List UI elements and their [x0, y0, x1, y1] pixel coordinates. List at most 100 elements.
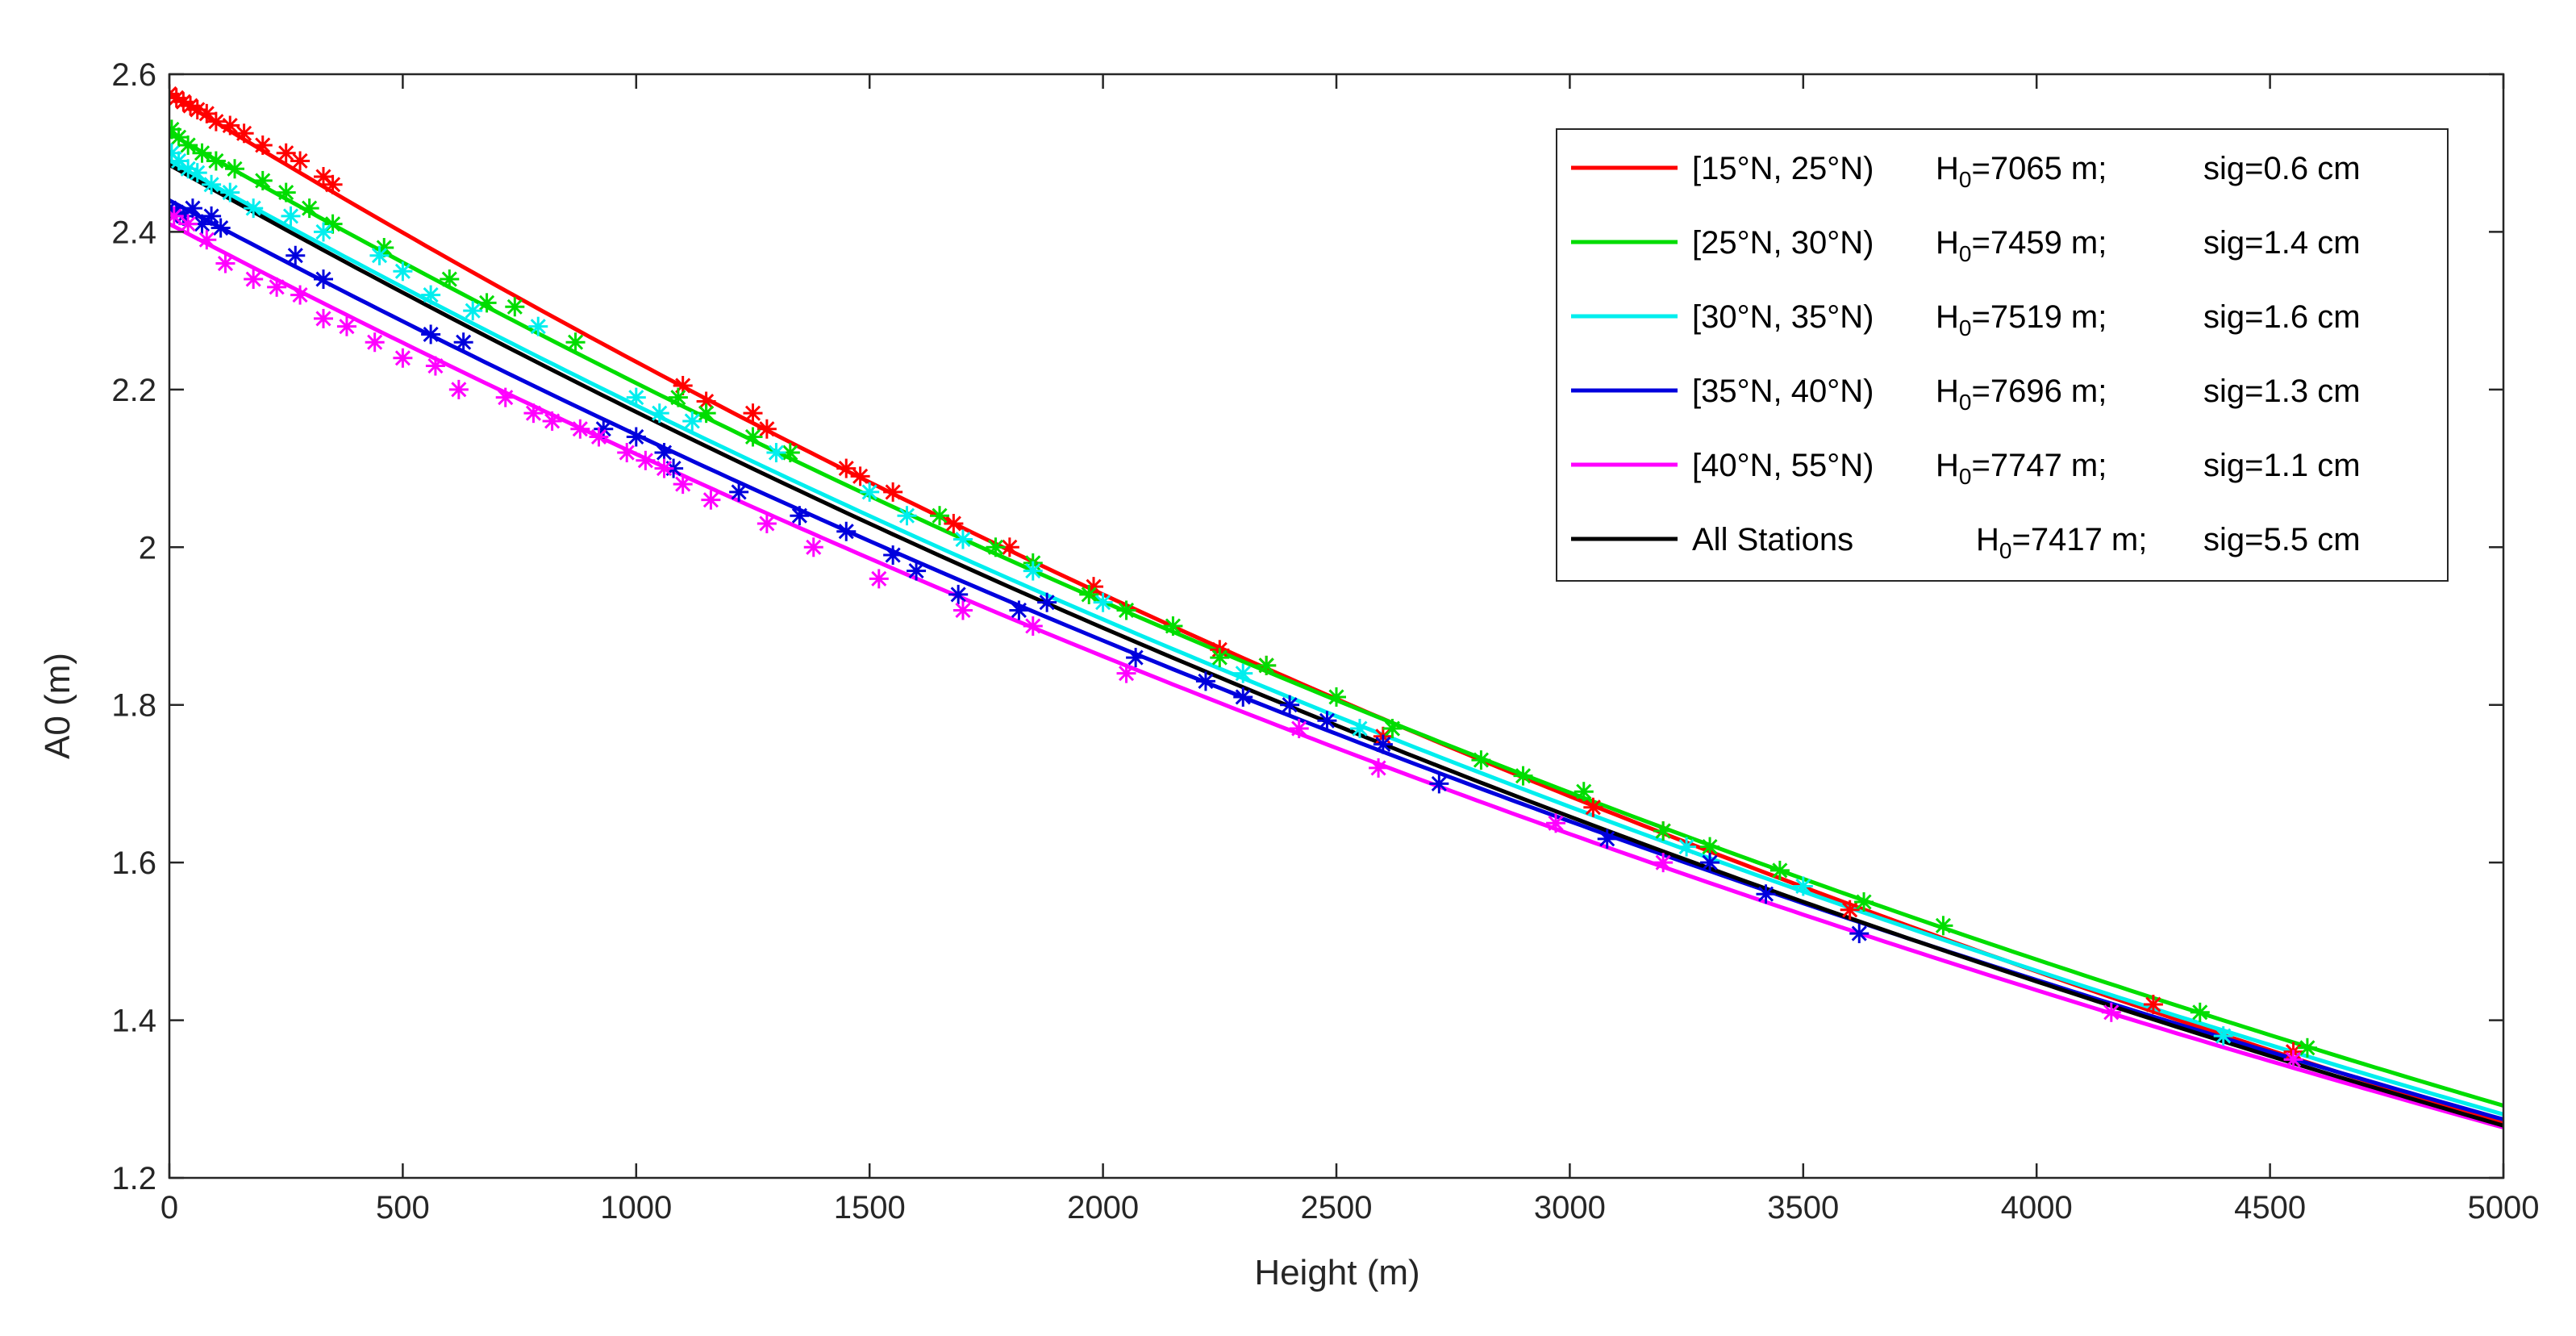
legend: [15°N, 25°N) H0=7065 m; sig=0.6 cm[25°N, 3… — [1556, 128, 2449, 582]
data-point-series-3 — [948, 584, 969, 604]
legend-h0-subscript: 0 — [1959, 241, 1972, 266]
marker-stroke — [567, 334, 584, 350]
marker-stroke — [759, 516, 775, 532]
x-tick-label: 2000 — [1067, 1190, 1139, 1225]
data-point-series-3 — [1317, 711, 1337, 731]
marker-stroke — [1025, 618, 1041, 634]
data-point-series-3 — [790, 506, 810, 526]
y-tick-label: 2.2 — [111, 373, 156, 408]
legend-sig-4: sig=1.1 cm — [2203, 448, 2361, 483]
data-point-series-2 — [220, 182, 240, 202]
marker-stroke — [955, 602, 971, 619]
marker-stroke — [1118, 602, 1135, 619]
marker-stroke — [2192, 1004, 2208, 1021]
marker-stroke — [1011, 602, 1027, 619]
data-point-series-4 — [336, 316, 356, 336]
marker-stroke — [302, 200, 318, 216]
series-line-5 — [169, 163, 2503, 1128]
marker-stroke — [451, 382, 467, 398]
marker-stroke — [1025, 563, 1041, 579]
data-point-series-0 — [696, 391, 716, 411]
marker-stroke — [652, 405, 668, 421]
marker-stroke — [1935, 917, 1952, 933]
marker-stroke — [861, 484, 877, 500]
data-point-series-1 — [696, 403, 716, 424]
marker-stroke — [871, 570, 887, 587]
marker-stroke — [544, 413, 561, 429]
marker-stroke — [255, 173, 271, 189]
marker-stroke — [1375, 737, 1391, 753]
legend-h0-value: =7747 m; — [1971, 448, 2107, 483]
marker-stroke — [1235, 666, 1251, 682]
data-point-series-4 — [952, 600, 973, 620]
legend-h0-5: H0=7417 m; — [1976, 522, 2147, 563]
data-point-series-4 — [523, 403, 544, 424]
legend-h0-value: =7519 m; — [1971, 299, 2107, 335]
legend-h0-subscript: 0 — [1959, 315, 1972, 340]
marker-stroke — [1039, 595, 1055, 611]
marker-stroke — [1118, 666, 1135, 682]
series-line-3 — [169, 198, 2503, 1121]
marker-stroke — [180, 161, 196, 177]
marker-stroke — [339, 319, 355, 335]
data-point-series-2 — [766, 443, 786, 463]
legend-box — [1556, 128, 2449, 582]
marker-stroke — [572, 421, 588, 437]
marker-stroke — [175, 94, 191, 110]
x-tick-label: 5000 — [2468, 1190, 2540, 1225]
data-point-series-4 — [617, 443, 637, 463]
data-point-series-2 — [202, 174, 222, 194]
data-point-series-1 — [565, 332, 586, 353]
data-point-series-2 — [1349, 719, 1369, 739]
data-point-series-1 — [1163, 616, 1183, 636]
data-point-series-0 — [836, 458, 857, 478]
legend-h0-subscript: 0 — [1959, 464, 1972, 489]
marker-stroke — [236, 125, 252, 141]
marker-stroke — [1702, 839, 1718, 855]
legend-label-3: [35°N, 40°N) — [1692, 374, 1874, 409]
marker-stroke — [1002, 539, 1018, 555]
marker-stroke — [1081, 587, 1097, 603]
marker-stroke — [203, 208, 219, 224]
marker-stroke — [1548, 815, 1564, 831]
y-tick-label: 1.6 — [111, 845, 156, 881]
data-point-series-3 — [1233, 687, 1253, 707]
data-point-series-3 — [1195, 671, 1215, 691]
data-point-series-0 — [252, 135, 273, 155]
legend-sig-2: sig=1.6 cm — [2203, 299, 2361, 335]
marker-stroke — [1842, 902, 1858, 918]
marker-stroke — [217, 255, 234, 272]
data-point-series-4 — [1023, 616, 1043, 636]
data-point-series-1 — [1210, 648, 1230, 668]
marker-stroke — [2285, 1051, 2302, 1067]
marker-stroke — [1235, 689, 1251, 705]
legend-h0-3: H0=7696 m; — [1936, 374, 2107, 415]
legend-h0-prefix: H — [1936, 225, 1959, 261]
marker-stroke — [1282, 697, 1298, 713]
marker-stroke — [987, 539, 1004, 555]
marker-stroke — [675, 476, 691, 492]
data-point-series-4 — [1116, 663, 1136, 683]
data-point-series-1 — [276, 182, 296, 202]
marker-stroke — [498, 390, 514, 406]
data-point-series-0 — [999, 537, 1019, 557]
marker-stroke — [1352, 720, 1368, 737]
marker-stroke — [1678, 839, 1694, 855]
marker-stroke — [530, 319, 546, 335]
data-point-series-1 — [1513, 766, 1533, 786]
marker-stroke — [222, 185, 238, 201]
marker-stroke — [282, 208, 299, 224]
legend-h0-value: =7417 m; — [2011, 522, 2147, 557]
data-point-series-1 — [1653, 821, 1674, 841]
marker-stroke — [637, 453, 653, 469]
data-point-series-4 — [178, 214, 198, 234]
data-point-series-4 — [365, 332, 385, 353]
marker-stroke — [185, 200, 201, 216]
marker-stroke — [1258, 658, 1274, 674]
marker-stroke — [2145, 996, 2161, 1012]
marker-stroke — [367, 334, 383, 350]
data-point-series-4 — [542, 411, 562, 431]
data-point-series-1 — [668, 387, 688, 407]
data-point-series-4 — [1369, 758, 1389, 778]
